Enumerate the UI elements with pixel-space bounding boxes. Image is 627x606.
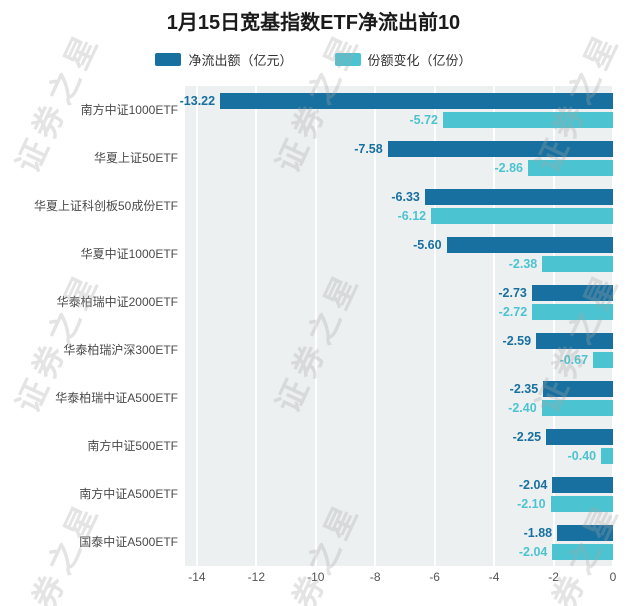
gridline xyxy=(433,86,436,566)
chart-row: 华夏上证科创板50成份ETF -6.33 -6.12 xyxy=(0,182,627,230)
outflow-value-label: -13.22 xyxy=(179,94,216,108)
row-bars: -1.88 -2.04 xyxy=(185,518,613,566)
outflow-value-label: -2.35 xyxy=(509,382,539,396)
x-tick-label: -12 xyxy=(247,570,265,584)
chart-row: 华夏上证50ETF -7.58 -2.86 xyxy=(0,134,627,182)
chart-row: 华泰柏瑞中证A500ETF -2.35 -2.40 xyxy=(0,374,627,422)
category-label: 华泰柏瑞沪深300ETF xyxy=(63,343,178,357)
category-label: 华泰柏瑞中证A500ETF xyxy=(55,391,178,405)
outflow-value-label: -7.58 xyxy=(354,142,383,156)
x-tick-label: -8 xyxy=(369,570,381,584)
outflow-value-label: -2.73 xyxy=(498,286,527,300)
gridline xyxy=(195,86,198,566)
share-value-label: -2.72 xyxy=(498,305,528,319)
share-bar[interactable] xyxy=(550,496,613,512)
share-bar[interactable] xyxy=(542,256,613,272)
outflow-value-label: -2.59 xyxy=(502,334,532,348)
share-bar[interactable] xyxy=(443,112,613,128)
outflow-value-label: -5.60 xyxy=(413,238,442,252)
x-tick-label: 0 xyxy=(609,570,617,584)
share-value-label: -0.40 xyxy=(567,449,597,463)
legend-item-0[interactable]: 净流出额（亿元） xyxy=(155,50,293,69)
outflow-value-label: -6.33 xyxy=(391,190,420,204)
share-bar[interactable] xyxy=(532,304,613,320)
outflow-value-label: -1.88 xyxy=(523,526,553,540)
category-label: 华泰柏瑞中证2000ETF xyxy=(56,295,178,309)
gridline xyxy=(374,86,377,566)
row-bars: -5.60 -2.38 xyxy=(185,230,613,278)
outflow-bar[interactable] xyxy=(387,141,613,157)
outflow-bar[interactable] xyxy=(557,525,613,541)
legend-item-1[interactable]: 份额变化（亿份） xyxy=(334,50,472,69)
chart-row: 南方中证A500ETF -2.04 -2.10 xyxy=(0,470,627,518)
legend-swatch-icon xyxy=(334,53,361,66)
gridline xyxy=(255,86,258,566)
x-tick-label: -10 xyxy=(307,570,325,584)
category-label: 南方中证500ETF xyxy=(87,439,178,453)
chart-row: 南方中证500ETF -2.25 -0.40 xyxy=(0,422,627,470)
x-tick-label: -4 xyxy=(488,570,500,584)
share-bar[interactable] xyxy=(528,160,613,176)
share-value-label: -2.04 xyxy=(518,545,548,559)
row-bars: -13.22 -5.72 xyxy=(180,86,613,134)
chart-title: 1月15日宽基指数ETF净流出前10 xyxy=(166,12,461,34)
x-tick-label: -2 xyxy=(548,570,559,584)
share-bar[interactable] xyxy=(431,208,613,224)
row-bars: -2.04 -2.10 xyxy=(185,470,613,518)
outflow-bar[interactable] xyxy=(446,237,613,253)
legend-label: 净流出额（亿元） xyxy=(188,53,293,68)
row-bars: -6.33 -6.12 xyxy=(185,182,613,230)
outflow-bar[interactable] xyxy=(552,477,613,493)
row-bars: -7.58 -2.86 xyxy=(185,134,613,182)
legend-label: 份额变化（亿份） xyxy=(367,53,472,68)
bar-chart: 南方中证1000ETF -13.22 -5.72 华夏上证50ETF -7.58 -2.8… xyxy=(0,86,627,588)
legend: 净流出额（亿元） 份额变化（亿份） xyxy=(0,50,627,69)
category-label: 华夏上证50ETF xyxy=(93,151,178,165)
outflow-bar[interactable] xyxy=(543,381,613,397)
outflow-value-label: -2.04 xyxy=(518,478,548,492)
chart-row: 国泰中证A500ETF -1.88 -2.04 xyxy=(0,518,627,566)
share-value-label: -2.86 xyxy=(494,161,524,175)
row-bars: -2.35 -2.40 xyxy=(185,374,613,422)
chart-row: 华泰柏瑞沪深300ETF -2.59 -0.67 xyxy=(0,326,627,374)
share-value-label: -2.40 xyxy=(508,401,537,415)
gridline xyxy=(552,86,555,566)
gridline xyxy=(493,86,496,566)
share-value-label: -5.72 xyxy=(409,113,439,127)
category-label: 华夏上证科创板50成份ETF xyxy=(33,199,178,213)
share-value-label: -2.10 xyxy=(517,497,546,511)
outflow-bar[interactable] xyxy=(546,429,613,445)
x-axis: -14 -12 -10 -8 -6 -4 -2 0 xyxy=(185,570,616,588)
row-bars: -2.59 -0.67 xyxy=(185,326,613,374)
outflow-bar[interactable] xyxy=(536,333,613,349)
share-value-label: -0.67 xyxy=(559,353,589,367)
category-label: 南方中证A500ETF xyxy=(79,487,178,501)
share-bar[interactable] xyxy=(601,448,613,464)
outflow-value-label: -2.25 xyxy=(512,430,542,444)
chart-row: 南方中证1000ETF -13.22 -5.72 xyxy=(0,86,627,134)
share-bar[interactable] xyxy=(552,544,613,560)
chart-row: 华夏中证1000ETF -5.60 -2.38 xyxy=(0,230,627,278)
share-bar[interactable] xyxy=(593,352,613,368)
outflow-bar[interactable] xyxy=(424,189,613,205)
category-label: 华夏中证1000ETF xyxy=(80,247,178,261)
share-value-label: -6.12 xyxy=(397,209,427,223)
x-tick-label: -6 xyxy=(429,570,440,584)
gridline xyxy=(314,86,317,566)
category-label: 国泰中证A500ETF xyxy=(79,535,178,549)
chart-rows: 南方中证1000ETF -13.22 -5.72 华夏上证50ETF -7.58 -2.8… xyxy=(0,86,627,566)
gridline xyxy=(612,86,613,566)
category-label: 南方中证1000ETF xyxy=(80,103,178,117)
row-bars: -2.73 -2.72 xyxy=(185,278,613,326)
row-bars: -2.25 -0.40 xyxy=(185,422,613,470)
outflow-bar[interactable] xyxy=(531,285,613,301)
share-bar[interactable] xyxy=(541,400,613,416)
outflow-bar[interactable] xyxy=(220,93,613,109)
legend-swatch-icon xyxy=(155,53,182,66)
x-tick-label: -14 xyxy=(188,570,206,584)
share-value-label: -2.38 xyxy=(508,257,538,271)
chart-row: 华泰柏瑞中证2000ETF -2.73 -2.72 xyxy=(0,278,627,326)
